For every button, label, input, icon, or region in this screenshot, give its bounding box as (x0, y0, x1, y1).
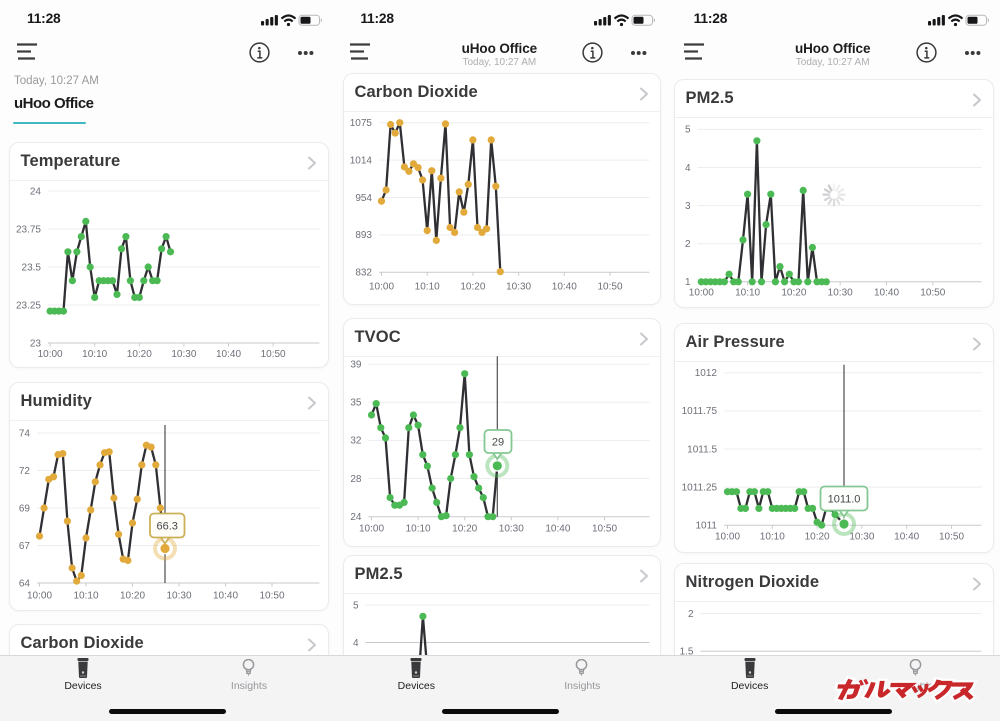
svg-text:10:30: 10:30 (498, 523, 523, 534)
svg-text:1011: 1011 (695, 521, 717, 532)
svg-text:10:50: 10:50 (591, 523, 616, 534)
svg-text:64: 64 (18, 578, 30, 589)
svg-text:10:00: 10:00 (37, 349, 62, 360)
svg-text:67: 67 (18, 541, 30, 552)
svg-text:10:40: 10:40 (545, 523, 570, 534)
svg-text:10:30: 10:30 (171, 349, 196, 360)
svg-text:24: 24 (29, 186, 41, 197)
svg-text:10:50: 10:50 (597, 282, 622, 293)
svg-text:1011.5: 1011.5 (687, 444, 717, 455)
svg-text:72: 72 (18, 466, 30, 477)
svg-text:10:50: 10:50 (259, 591, 284, 602)
svg-text:66.3: 66.3 (156, 521, 177, 533)
svg-text:10:40: 10:40 (212, 591, 237, 602)
svg-text:28: 28 (350, 473, 362, 484)
svg-text:10:10: 10:10 (735, 288, 760, 299)
svg-text:10:20: 10:20 (452, 523, 477, 534)
svg-text:1014: 1014 (349, 155, 372, 166)
svg-text:10:20: 10:20 (119, 591, 144, 602)
svg-text:32: 32 (350, 435, 362, 446)
svg-text:23.5: 23.5 (21, 262, 41, 273)
svg-text:35: 35 (350, 397, 362, 408)
svg-text:10:10: 10:10 (759, 532, 784, 543)
svg-text:23: 23 (29, 338, 41, 349)
svg-text:10:30: 10:30 (166, 591, 191, 602)
svg-text:1: 1 (684, 277, 690, 288)
svg-text:3: 3 (684, 201, 690, 212)
svg-text:10:20: 10:20 (126, 349, 151, 360)
svg-text:1011.25: 1011.25 (681, 482, 717, 493)
svg-text:10:40: 10:40 (894, 532, 919, 543)
svg-text:10:20: 10:20 (460, 282, 485, 293)
svg-text:24: 24 (350, 512, 362, 523)
svg-text:954: 954 (355, 193, 372, 204)
svg-text:5: 5 (352, 600, 358, 611)
svg-text:39: 39 (350, 359, 362, 370)
svg-text:832: 832 (355, 268, 372, 279)
svg-text:10:20: 10:20 (781, 288, 806, 299)
svg-text:10:00: 10:00 (358, 523, 383, 534)
svg-text:23.75: 23.75 (15, 224, 40, 235)
svg-text:10:20: 10:20 (804, 532, 829, 543)
svg-text:69: 69 (18, 503, 30, 514)
svg-text:5: 5 (684, 125, 690, 136)
svg-text:10:50: 10:50 (938, 532, 963, 543)
svg-text:10:00: 10:00 (368, 282, 393, 293)
svg-text:1012: 1012 (694, 368, 717, 379)
svg-text:1.5: 1.5 (679, 647, 693, 656)
svg-text:74: 74 (18, 428, 30, 439)
svg-text:10:40: 10:40 (215, 349, 240, 360)
svg-text:10:30: 10:30 (827, 288, 852, 299)
svg-text:1011.0: 1011.0 (827, 494, 860, 506)
svg-text:10:00: 10:00 (714, 532, 739, 543)
svg-text:23.25: 23.25 (15, 300, 40, 311)
svg-text:10:50: 10:50 (260, 349, 285, 360)
svg-text:29: 29 (491, 436, 503, 448)
svg-text:10:40: 10:40 (873, 288, 898, 299)
svg-text:1011.75: 1011.75 (681, 406, 717, 417)
svg-text:10:40: 10:40 (551, 282, 576, 293)
svg-text:10:00: 10:00 (688, 288, 713, 299)
svg-text:4: 4 (684, 163, 690, 174)
svg-text:2: 2 (684, 239, 690, 250)
svg-text:2: 2 (687, 609, 693, 620)
svg-text:10:50: 10:50 (920, 288, 945, 299)
svg-text:4: 4 (352, 638, 358, 649)
svg-text:10:30: 10:30 (506, 282, 531, 293)
svg-text:10:10: 10:10 (405, 523, 430, 534)
svg-text:10:10: 10:10 (82, 349, 107, 360)
svg-text:10:10: 10:10 (73, 591, 98, 602)
svg-text:893: 893 (355, 230, 372, 241)
svg-text:10:30: 10:30 (849, 532, 874, 543)
svg-text:1075: 1075 (349, 118, 372, 129)
svg-text:10:10: 10:10 (414, 282, 439, 293)
svg-text:10:00: 10:00 (26, 591, 51, 602)
